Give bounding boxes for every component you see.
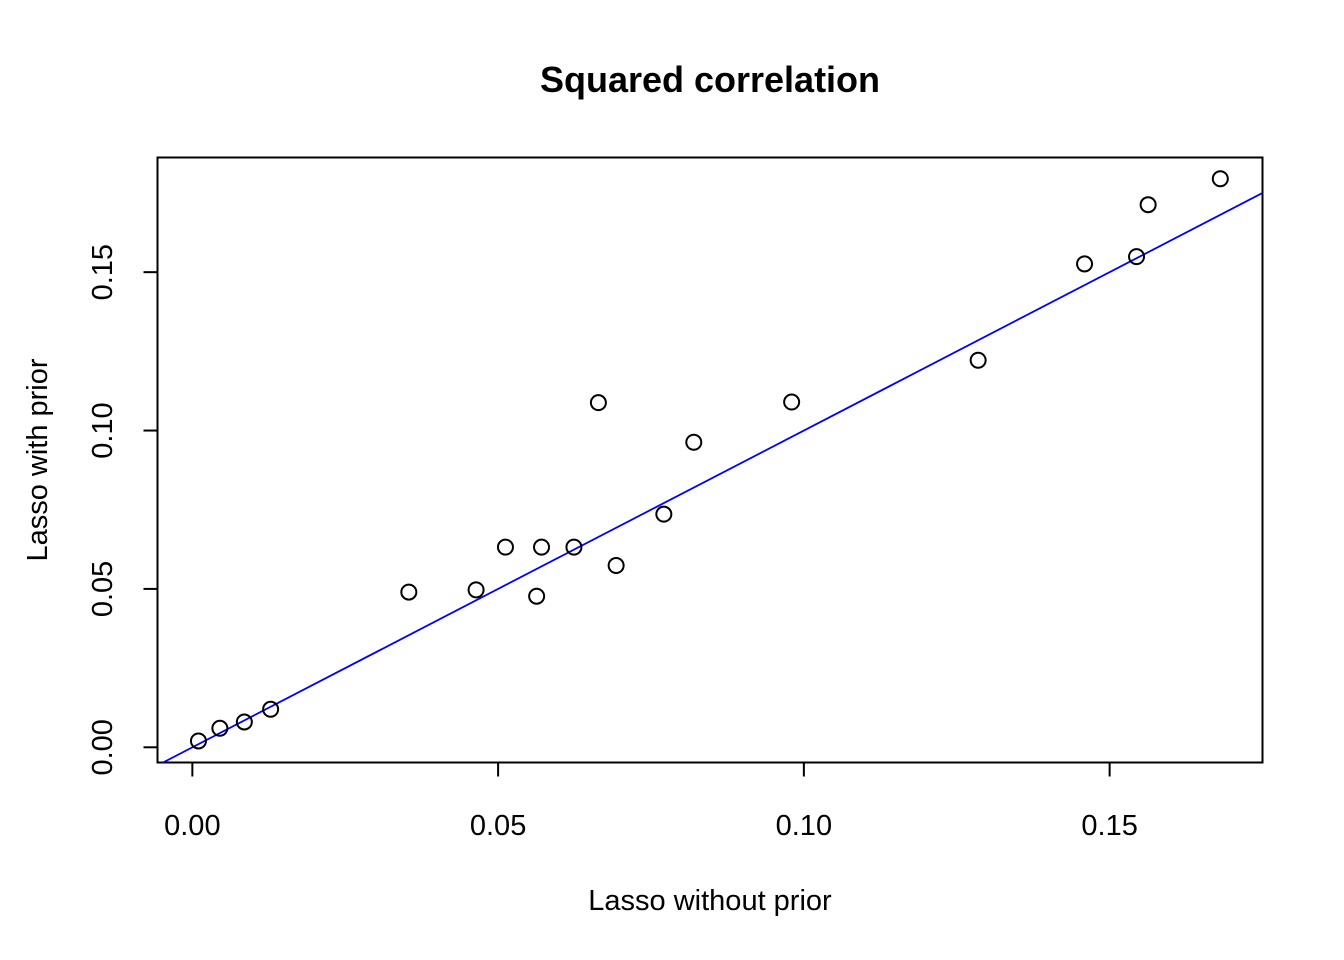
data-points xyxy=(189,170,1229,750)
y-tick-label: 0.00 xyxy=(87,719,119,775)
data-point xyxy=(607,556,625,574)
y-axis: 0.00 0.05 0.10 0.15 xyxy=(87,244,159,776)
data-point xyxy=(969,351,987,369)
data-point xyxy=(528,587,546,605)
data-point xyxy=(235,713,253,731)
y-axis-label: Lasso with prior xyxy=(22,358,54,561)
plot-frame xyxy=(156,156,1264,764)
data-point xyxy=(783,393,801,411)
y-tick-label: 0.05 xyxy=(87,561,119,617)
x-axis-label: Lasso without prior xyxy=(588,885,832,917)
data-point xyxy=(565,538,583,556)
data-point xyxy=(533,538,551,556)
reference-line-layer xyxy=(162,192,1263,764)
x-axis: 0.00 0.05 0.10 0.15 xyxy=(164,761,1138,842)
reference-line xyxy=(162,192,1263,764)
data-point xyxy=(262,700,280,718)
x-tick-label: 0.00 xyxy=(164,810,220,842)
data-point xyxy=(1211,170,1229,188)
x-tick-label: 0.15 xyxy=(1081,810,1137,842)
chart-title: Squared correlation xyxy=(540,59,880,100)
data-point xyxy=(1076,255,1094,273)
data-point xyxy=(400,583,418,601)
y-tick-label: 0.10 xyxy=(87,402,119,458)
data-point xyxy=(685,433,703,451)
data-point xyxy=(589,394,607,412)
data-point xyxy=(189,732,207,750)
data-point xyxy=(211,719,229,737)
data-point xyxy=(1139,196,1157,214)
y-tick-label: 0.15 xyxy=(87,244,119,300)
x-tick-label: 0.05 xyxy=(470,810,526,842)
data-point xyxy=(1128,248,1146,266)
data-point xyxy=(496,538,514,556)
x-tick-label: 0.10 xyxy=(776,810,832,842)
data-point xyxy=(655,505,673,523)
data-point xyxy=(467,581,485,599)
